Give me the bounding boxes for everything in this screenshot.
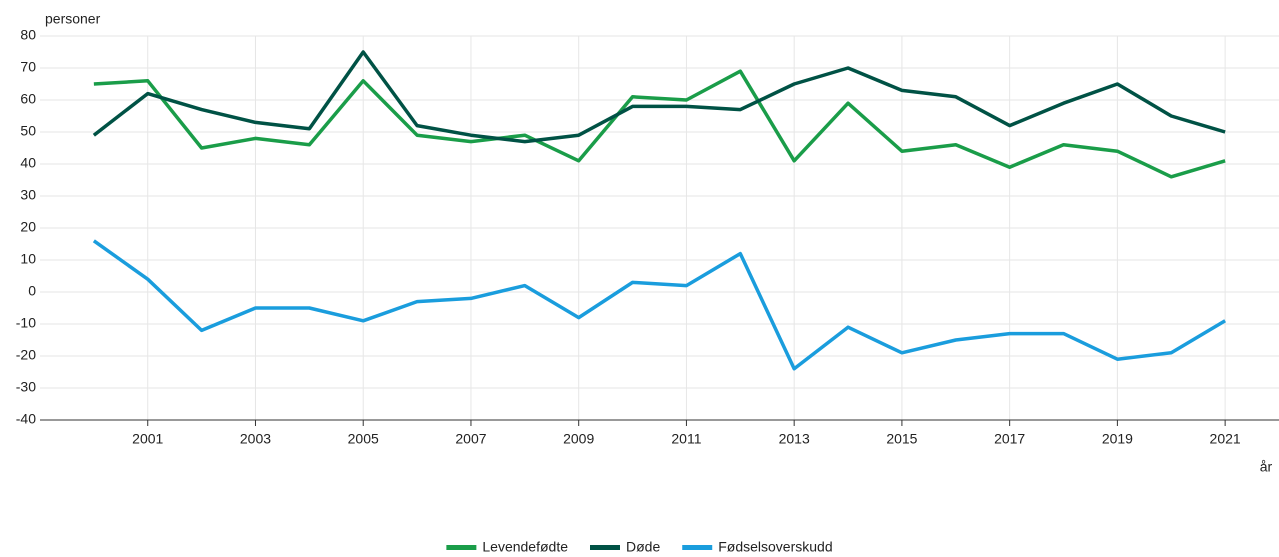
y-tick-label: 10 (20, 251, 36, 267)
series-line (93, 69, 1226, 179)
x-tick-label: 2001 (132, 431, 163, 447)
x-tick-label: 2009 (563, 431, 594, 447)
y-tick-label: 20 (20, 219, 36, 235)
y-tick-label: -30 (16, 379, 36, 395)
legend-swatch (446, 545, 477, 550)
legend-item: Levendefødte (446, 539, 568, 555)
x-tick-label: 2013 (779, 431, 810, 447)
legend-swatch (682, 545, 713, 550)
x-tick-label: 2017 (994, 431, 1025, 447)
y-tick-label: 70 (20, 59, 36, 75)
x-tick-label: 2007 (455, 431, 486, 447)
legend-item: Døde (590, 539, 660, 555)
legend-swatch (590, 545, 620, 550)
y-tick-label: 80 (20, 27, 36, 43)
y-tick-label: -20 (16, 347, 36, 363)
x-tick-label: 2019 (1102, 431, 1133, 447)
x-tick-label: 2015 (886, 431, 917, 447)
y-tick-label: 60 (20, 91, 36, 107)
legend-item: Fødselsoverskudd (682, 539, 833, 555)
x-tick-label: 2005 (348, 431, 379, 447)
legend: Levendefødte Døde Fødselsoverskudd (446, 539, 833, 555)
x-tick-label: 2021 (1210, 431, 1241, 447)
y-axis-label: personer (45, 11, 101, 27)
legend-label: Levendefødte (482, 539, 568, 555)
legend-label: Fødselsoverskudd (718, 539, 832, 555)
x-tick-label: 2003 (240, 431, 271, 447)
y-tick-label: -10 (16, 315, 36, 331)
y-tick-label: 0 (28, 283, 36, 299)
y-tick-label: 30 (20, 187, 36, 203)
y-tick-label: 50 (20, 123, 36, 139)
y-tick-label: 40 (20, 155, 36, 171)
x-axis-label: år (1260, 459, 1273, 475)
x-tick-label: 2011 (671, 431, 701, 447)
series-line (92, 50, 1226, 144)
legend-label: Døde (626, 539, 660, 555)
y-tick-label: -40 (16, 411, 36, 427)
series-line (92, 239, 1227, 371)
